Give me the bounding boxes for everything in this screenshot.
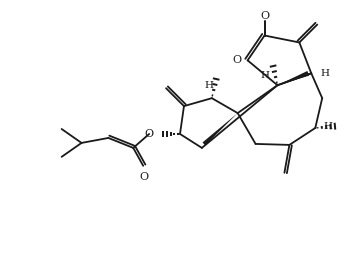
Text: O: O: [233, 55, 242, 65]
Text: O: O: [144, 129, 153, 139]
Text: O: O: [260, 10, 269, 21]
Text: O: O: [140, 172, 149, 182]
Polygon shape: [203, 113, 238, 145]
Text: H: H: [323, 122, 332, 131]
Text: H: H: [204, 81, 213, 90]
Polygon shape: [277, 71, 309, 85]
Text: H: H: [320, 69, 329, 78]
Text: H: H: [261, 71, 270, 80]
